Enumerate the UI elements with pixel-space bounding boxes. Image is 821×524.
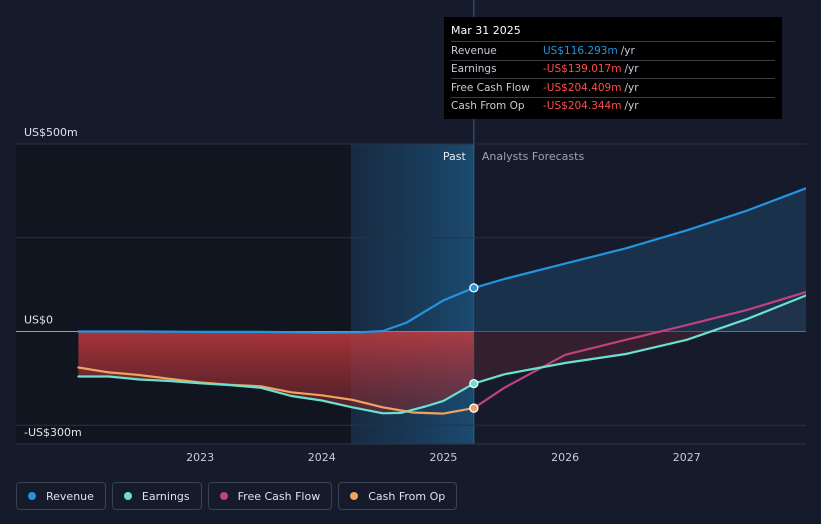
history-region [16, 144, 351, 444]
x-tick-label: 2027 [673, 451, 701, 464]
legend-item-revenue[interactable]: Revenue [16, 482, 106, 510]
free-cash-flow-dot-icon [219, 492, 228, 500]
forecast-label: Analysts Forecasts [482, 150, 585, 163]
tooltip-unit: /yr [624, 81, 639, 94]
revenue-dot-icon [28, 492, 36, 500]
revenue-forecast-area [473, 188, 806, 332]
x-tick-label: 2026 [551, 451, 579, 464]
legend-item-cash-from-op[interactable]: Cash From Op [338, 482, 458, 510]
legend: Revenue Earnings Free Cash Flow Cash Fro… [16, 482, 463, 510]
tooltip-date: Mar 31 2025 [451, 24, 521, 37]
cash-from-op-marker [469, 403, 479, 413]
earnings-forecast-area [473, 295, 806, 384]
tooltip-value: -US$204.409m [543, 81, 622, 94]
tooltip-row-cash-from-op: Cash From Op -US$204.344m /yr [451, 96, 775, 116]
tooltip-row-revenue: Revenue US$116.293m /yr [451, 41, 775, 60]
x-tick-label: 2025 [429, 451, 457, 464]
legend-label: Earnings [141, 489, 190, 503]
x-tick-label: 2023 [186, 451, 214, 464]
tooltip-row-earnings: Earnings -US$139.017m /yr [451, 59, 775, 79]
revenue-marker [469, 283, 479, 293]
y-axis-label: US$0 [24, 314, 53, 327]
legend-label: Cash From Op [368, 489, 446, 503]
past-label: Past [443, 150, 467, 163]
tooltip-value: -US$139.017m [543, 63, 622, 76]
tooltip-unit: /yr [624, 100, 639, 113]
tooltip-value: US$116.293m [543, 44, 618, 57]
tooltip-unit: /yr [620, 44, 635, 57]
tooltip-label: Free Cash Flow [451, 81, 530, 94]
tooltip-panel: Mar 31 2025 Revenue US$116.293m /yr Earn… [444, 17, 782, 119]
tooltip-label: Earnings [451, 63, 497, 76]
earnings-dot-icon [123, 492, 132, 500]
legend-label: Free Cash Flow [237, 489, 321, 503]
tooltip-row-free-cash-flow: Free Cash Flow -US$204.409m /yr [451, 78, 775, 97]
y-axis-label: -US$300m [24, 426, 82, 439]
free-cash-flow-line [472, 291, 806, 410]
x-tick-label: 2024 [308, 451, 336, 464]
cash-from-op-dot-icon [350, 492, 359, 500]
legend-item-earnings[interactable]: Earnings [111, 482, 202, 510]
legend-item-free-cash-flow[interactable]: Free Cash Flow [207, 482, 333, 510]
tooltip-label: Revenue [451, 44, 497, 57]
earnings-past-area [78, 331, 474, 414]
tooltip-value: -US$204.344m [543, 100, 622, 113]
tooltip-label: Cash From Op [451, 100, 525, 113]
earnings-line [77, 294, 806, 415]
legend-label: Revenue [46, 489, 94, 503]
tooltip-unit: /yr [624, 63, 639, 76]
revenue-line [77, 187, 806, 334]
y-axis-label: US$500m [24, 126, 78, 139]
earnings-marker [469, 378, 479, 389]
